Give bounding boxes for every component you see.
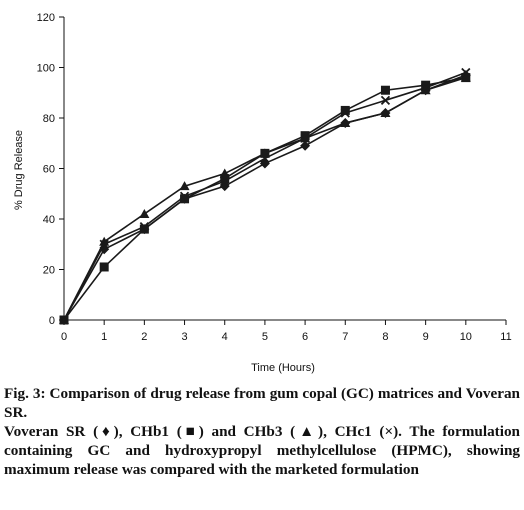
data-point-chb3: [179, 181, 190, 191]
data-point-chb1: [340, 105, 350, 115]
data-point-chb1: [99, 262, 109, 272]
chart-series: [59, 67, 471, 325]
data-point-chb3: [420, 85, 431, 95]
y-tick-label: 60: [43, 164, 55, 176]
x-tick-label: 6: [302, 331, 308, 343]
y-tick-label: 0: [49, 315, 55, 327]
series-chb3: [59, 72, 471, 324]
chart-axes: 0 20 40 60 80 100 120 0 1 2 3 4 5 6 7 8 9 10 11: [37, 12, 512, 343]
series-chb1: [59, 73, 471, 325]
x-tick-label: 2: [141, 331, 147, 343]
x-tick-label: 10: [460, 331, 472, 343]
chart-area: 0 20 40 60 80 100 120 0 1 2 3 4 5 6 7 8 9 10 11 % Drug Rel…: [13, 12, 512, 374]
series-line-voveran-sr: [63, 74, 467, 321]
data-point-chc1: [380, 95, 391, 105]
data-point-chc1: [220, 176, 230, 186]
x-axis-title: Time (Hours): [251, 362, 315, 374]
x-tick-label: 9: [423, 331, 429, 343]
data-point-chb1: [139, 224, 149, 234]
y-tick-label: 120: [37, 12, 55, 24]
x-tick-label: 7: [342, 331, 348, 343]
caption-title: Fig. 3: Comparison of drug release from …: [4, 385, 520, 421]
series-chc1: [59, 67, 471, 325]
data-point-chb3: [139, 208, 150, 218]
x-tick-label: 5: [262, 331, 268, 343]
y-tick-label: 20: [43, 265, 55, 277]
data-point-chc1: [260, 153, 270, 164]
data-point-chc1: [461, 67, 471, 78]
x-tick-label: 11: [500, 331, 511, 343]
data-point-voveran-sr: [300, 140, 311, 151]
data-point-chc1: [420, 83, 431, 93]
data-point-chb3: [380, 107, 391, 117]
data-point-chb3: [219, 168, 230, 178]
y-tick-label: 80: [43, 113, 55, 125]
y-axis-title: % Drug Release: [13, 130, 25, 210]
x-tick-label: 4: [222, 331, 228, 343]
data-point-chc1: [139, 221, 150, 232]
y-tick-label: 100: [37, 63, 55, 75]
data-point-chc1: [300, 133, 310, 143]
data-point-chb1: [421, 80, 431, 90]
x-tick-label: 1: [101, 331, 107, 343]
data-point-chb1: [220, 174, 230, 184]
series-line-chb1: [63, 76, 466, 321]
data-point-chc1: [99, 239, 109, 249]
drug-release-chart: 0 20 40 60 80 100 120 0 1 2 3 4 5 6 7 8 9 10 11 % Drug Rel…: [13, 12, 512, 374]
x-tick-label: 8: [382, 331, 388, 343]
data-point-chc1: [340, 108, 350, 118]
series-line-chb3: [63, 76, 467, 321]
data-point-chc1: [59, 315, 69, 325]
x-tick-label: 3: [181, 331, 187, 343]
series-voveran-sr: [59, 70, 471, 325]
data-point-chb1: [380, 85, 390, 95]
figure-caption: Fig. 3: Comparison of drug release from …: [4, 384, 520, 479]
data-point-chb3: [460, 72, 471, 82]
data-point-chb3: [340, 118, 351, 128]
caption-body: Voveran SR (♦), CHb1 (■) and CHb3 (▲), C…: [4, 423, 520, 478]
data-point-chc1: [179, 191, 190, 201]
x-tick-label: 0: [61, 331, 67, 343]
data-point-chb1: [180, 194, 190, 204]
series-line-chc1: [63, 71, 467, 321]
y-tick-label: 40: [43, 214, 55, 226]
